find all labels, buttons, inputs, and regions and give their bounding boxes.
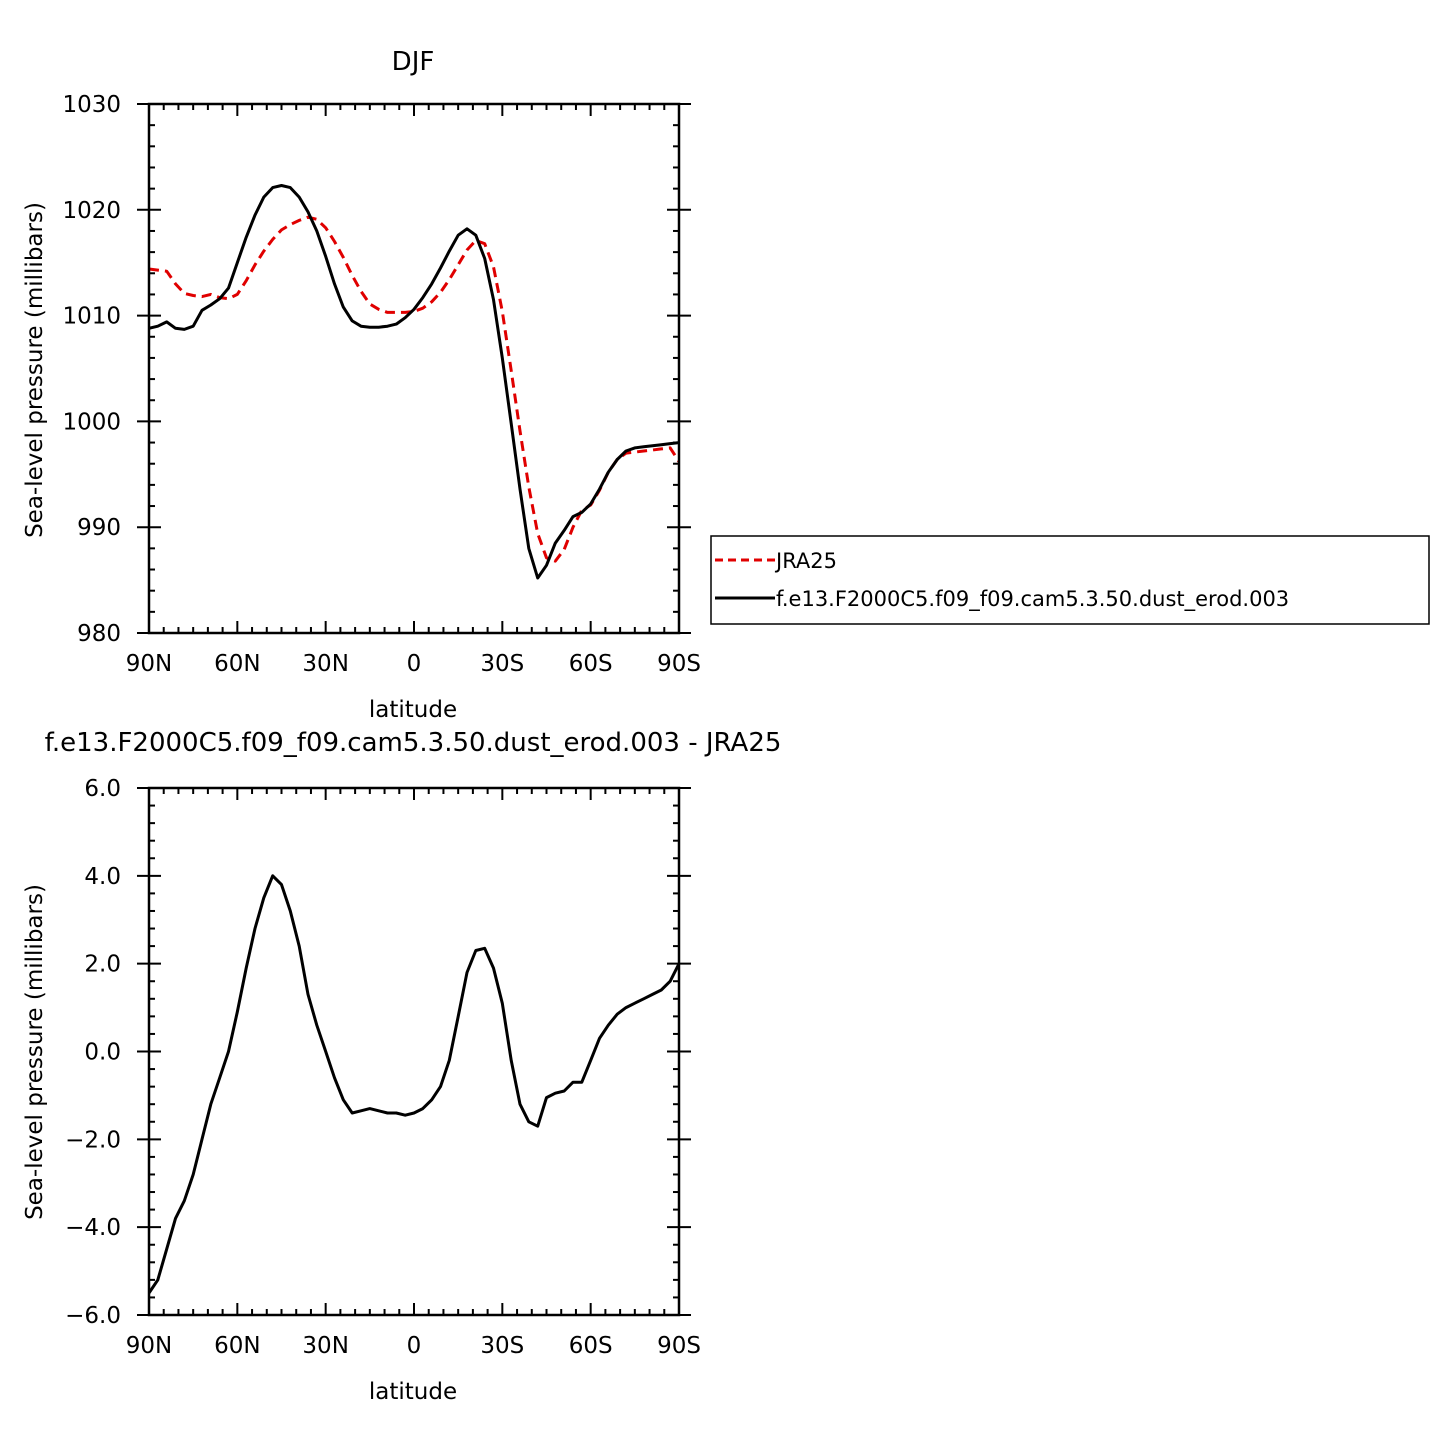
bottom-plot-frame <box>147 786 681 1317</box>
top-chart-title: DJF <box>392 47 435 77</box>
bottom-y-tick-label: 4.0 <box>84 864 121 890</box>
bottom-y-tick-label: −6.0 <box>65 1303 121 1329</box>
top-x-tick-label: 60S <box>569 651 613 677</box>
bottom-series <box>149 874 679 1294</box>
top-y-tick-label: 1020 <box>62 198 121 224</box>
bottom-series-line-0 <box>149 874 679 1294</box>
legend-label-jra25: JRA25 <box>774 549 837 573</box>
bottom-panel: f.e13.F2000C5.f09_f09.cam5.3.50.dust_ero… <box>22 728 781 1405</box>
top-plot-frame <box>147 102 681 635</box>
top-x-tick-label: 30N <box>302 651 348 677</box>
top-y-tick-label: 1010 <box>62 304 121 330</box>
top-x-axis-label: latitude <box>369 697 457 723</box>
bottom-x-tick-label: 30S <box>480 1333 524 1359</box>
bottom-x-tick-label: 30N <box>302 1333 348 1359</box>
top-y-tick-label: 990 <box>77 515 121 541</box>
top-panel: DJF 90N 60N 30N 0 30S 60S 90S 980 990 1000 1010 102… <box>22 47 701 723</box>
top-y-tick-label: 1000 <box>62 409 121 435</box>
top-ticks: 90N 60N 30N 0 30S 60S 90S 980 990 1000 1010 1020 103… <box>62 92 700 677</box>
bottom-x-tick-label: 60S <box>569 1333 613 1359</box>
top-x-tick-label: 60N <box>214 651 260 677</box>
legend-box <box>710 535 1430 625</box>
bottom-y-axis-label: Sea-level pressure (millibars) <box>22 884 48 1220</box>
legend: JRA25 f.e13.F2000C5.f09_f09.cam5.3.50.du… <box>710 535 1430 625</box>
bottom-y-tick-label: 0.0 <box>84 1040 121 1066</box>
top-y-tick-label: 1030 <box>62 92 121 118</box>
top-series <box>149 184 679 580</box>
bottom-x-tick-label: 0 <box>407 1333 422 1359</box>
bottom-x-tick-label: 60N <box>214 1333 260 1359</box>
bottom-x-tick-label: 90N <box>126 1333 172 1359</box>
bottom-y-tick-label: 2.0 <box>84 952 121 978</box>
top-x-tick-label: 90S <box>657 651 701 677</box>
top-y-tick-label: 980 <box>77 621 121 647</box>
top-series-line-0 <box>149 215 679 563</box>
bottom-y-tick-label: 6.0 <box>84 776 121 802</box>
legend-label-model: f.e13.F2000C5.f09_f09.cam5.3.50.dust_ero… <box>776 587 1289 612</box>
top-x-tick-label: 90N <box>126 651 172 677</box>
top-series-line-1 <box>149 184 679 580</box>
top-x-tick-label: 30S <box>480 651 524 677</box>
top-y-axis-label: Sea-level pressure (millibars) <box>22 202 48 538</box>
top-x-tick-label: 0 <box>407 651 422 677</box>
bottom-y-tick-label: −2.0 <box>65 1127 121 1153</box>
bottom-x-tick-label: 90S <box>657 1333 701 1359</box>
bottom-y-tick-label: −4.0 <box>65 1215 121 1241</box>
bottom-chart-title: f.e13.F2000C5.f09_f09.cam5.3.50.dust_ero… <box>45 728 782 758</box>
bottom-x-axis-label: latitude <box>369 1379 457 1405</box>
